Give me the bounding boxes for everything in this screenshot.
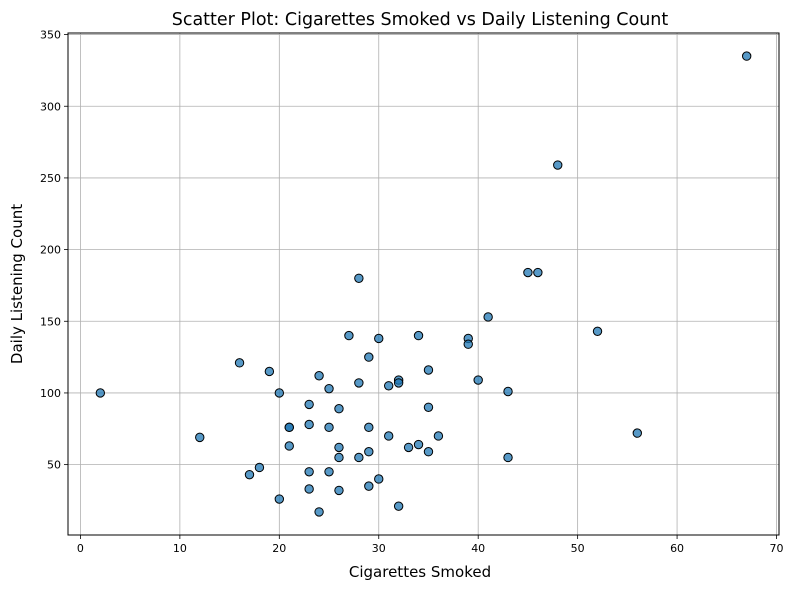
scatter-point: [473, 375, 483, 385]
scatter-point: [741, 51, 752, 61]
scatter-point: [324, 422, 334, 433]
x-tick-label: 70: [770, 542, 784, 555]
scatter-point: [393, 501, 404, 511]
scatter-point: [364, 422, 374, 433]
scatter-point: [334, 442, 344, 453]
y-tick-label: 100: [40, 387, 61, 400]
scatter-point: [423, 402, 434, 412]
x-tick-label: 50: [571, 542, 585, 555]
scatter-point: [304, 484, 314, 494]
chart-title: Scatter Plot: Cigarettes Smoked vs Daily…: [172, 10, 669, 30]
scatter-point: [284, 422, 294, 433]
scatter-point: [632, 428, 642, 438]
scatter-point: [354, 378, 364, 388]
x-axis-ticks: 0 10 20 30 40 50 60 70: [77, 535, 784, 555]
x-tick-label: 60: [670, 542, 684, 555]
scatter-point: [423, 365, 434, 375]
scatter-point: [274, 388, 285, 398]
scatter-point: [364, 352, 374, 362]
scatter-point: [533, 267, 543, 278]
scatter-point: [304, 419, 314, 430]
scatter-point: [423, 447, 434, 457]
scatter-point: [284, 441, 294, 451]
scatter-point: [304, 467, 314, 477]
grid-lines: [68, 33, 779, 535]
scatter-point: [383, 431, 394, 441]
scatter-point: [314, 371, 324, 381]
scatter-point: [304, 399, 314, 410]
scatter-point: [95, 388, 106, 398]
scatter-point: [354, 273, 364, 283]
scatter-point: [413, 330, 424, 341]
scatter-point: [592, 326, 603, 337]
y-tick-label: 150: [40, 315, 61, 328]
scatter-point: [433, 431, 444, 441]
scatter-point: [354, 452, 364, 463]
y-axis-label: Daily Listening Count: [8, 204, 26, 364]
scatter-point: [334, 485, 344, 496]
x-tick-label: 30: [372, 542, 386, 555]
scatter-point: [324, 467, 334, 477]
y-tick-label: 250: [40, 172, 61, 185]
scatter-point: [344, 330, 354, 341]
scatter-point: [254, 462, 265, 473]
scatter-point: [374, 474, 384, 484]
x-axis-label: Cigarettes Smoked: [349, 563, 491, 581]
scatter-point: [553, 160, 563, 170]
scatter-point: [403, 442, 414, 453]
x-tick-label: 0: [77, 542, 84, 555]
scatter-point: [314, 507, 324, 517]
scatter-point: [374, 333, 384, 344]
y-tick-label: 200: [40, 244, 61, 257]
scatter-point: [364, 447, 374, 457]
scatter-point: [413, 439, 424, 450]
scatter-point: [195, 432, 205, 443]
x-tick-label: 10: [173, 542, 187, 555]
scatter-point: [503, 386, 513, 397]
y-tick-label: 50: [47, 459, 61, 472]
scatter-point: [393, 378, 404, 388]
y-tick-label: 300: [40, 100, 61, 113]
scatter-point: [274, 494, 285, 504]
scatter-point: [364, 481, 374, 491]
scatter-point: [383, 381, 394, 391]
x-tick-label: 40: [471, 542, 485, 555]
plot-frame: [67, 32, 780, 536]
scatter-point: [264, 366, 275, 377]
scatter-point: [463, 339, 473, 349]
scatter-point: [523, 267, 533, 278]
scatter-point: [324, 383, 334, 394]
scatter-point: [334, 404, 344, 414]
scatter-point: [483, 312, 493, 322]
data-points: [95, 51, 752, 517]
scatter-point: [334, 452, 344, 463]
scatter-point: [503, 452, 513, 463]
scatter-point: [244, 469, 255, 480]
y-axis-ticks: 50 100 150 200 250 300 350: [40, 29, 68, 472]
y-tick-label: 350: [40, 29, 61, 42]
x-tick-label: 20: [272, 542, 286, 555]
scatter-point: [234, 358, 245, 368]
